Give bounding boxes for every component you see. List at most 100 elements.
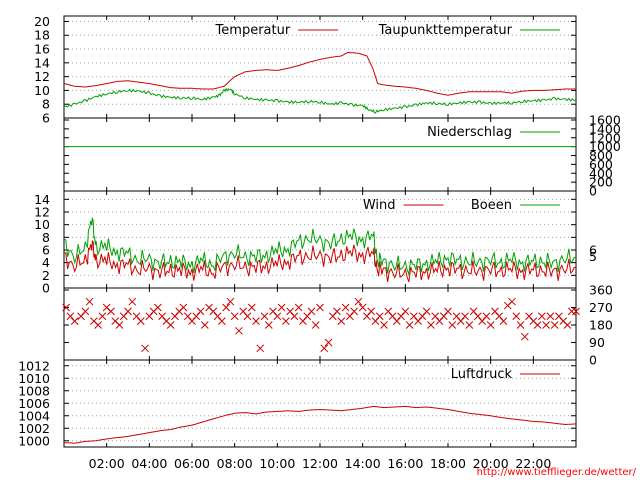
direction-marker <box>520 332 529 341</box>
direction-marker <box>290 312 299 321</box>
legend-label: Temperatur <box>215 23 291 38</box>
y-tick-label: 14 <box>34 55 50 70</box>
direction-marker <box>107 307 115 316</box>
direction-marker <box>166 321 175 329</box>
y-tick-label: 1004 <box>18 408 50 423</box>
direction-marker <box>563 321 572 329</box>
direction-marker <box>512 312 521 321</box>
y-tick-label: 8 <box>42 230 50 245</box>
y-tick-label: 10 <box>34 217 50 232</box>
direction-marker <box>62 303 70 312</box>
direction-marker <box>222 303 230 312</box>
direction-marker <box>375 312 384 321</box>
direction-marker <box>154 303 162 312</box>
direction-marker <box>546 312 555 321</box>
y-tick-label: 1000 <box>18 433 50 448</box>
y-tick-label-right: 180 <box>589 318 613 333</box>
direction-marker <box>508 297 516 306</box>
series-line-temperatur <box>63 51 576 96</box>
direction-marker <box>486 321 495 329</box>
y-tick-label-right: 200 <box>589 175 613 190</box>
y-tick-label: 4 <box>42 255 50 270</box>
direction-marker <box>70 317 79 325</box>
y-tick-label: 6 <box>42 243 50 258</box>
x-tick-label: 02:00 <box>89 456 125 471</box>
direction-marker <box>350 307 358 316</box>
legend-label: Boeen <box>471 198 512 213</box>
direction-marker <box>337 317 346 325</box>
direction-marker <box>98 312 107 321</box>
direction-marker <box>294 303 303 312</box>
direction-marker <box>243 312 252 321</box>
y-tick-label: 1012 <box>18 358 50 373</box>
direction-marker <box>499 317 508 325</box>
direction-marker <box>247 303 256 312</box>
y-tick-label: 1008 <box>18 383 50 398</box>
direction-marker <box>444 307 452 316</box>
legend-label: Niederschlag <box>427 125 512 140</box>
direction-marker <box>448 321 457 329</box>
direction-marker <box>516 321 525 329</box>
direction-marker <box>405 321 414 329</box>
direction-marker <box>427 321 435 329</box>
direction-marker <box>115 321 124 329</box>
direction-marker <box>81 307 90 316</box>
direction-marker <box>85 297 94 306</box>
series-line-taupunkttemperatur <box>63 87 577 114</box>
direction-marker <box>252 317 260 325</box>
y-tick-label-right: 1400 <box>589 121 621 136</box>
direction-marker <box>218 317 226 325</box>
legend-label: Wind <box>363 198 396 213</box>
x-tick-label: 04:00 <box>131 456 167 471</box>
x-tick-label: 10:00 <box>259 456 295 471</box>
x-tick-label: 22:00 <box>515 456 551 471</box>
direction-marker <box>179 303 188 312</box>
direction-marker <box>401 307 410 316</box>
direction-marker <box>422 307 431 316</box>
direction-marker <box>320 344 329 353</box>
y-tick-label: 18 <box>34 28 50 43</box>
y-tick-label: 2 <box>42 268 50 283</box>
direction-marker <box>256 344 265 353</box>
credit-url[interactable]: http://www.tiefflieger.de/wetter/ <box>477 467 637 478</box>
y-tick-label: 6 <box>42 111 50 126</box>
direction-marker <box>307 307 316 316</box>
y-tick-label: 1010 <box>18 371 50 386</box>
direction-marker <box>235 326 243 335</box>
y-tick-label: 14 <box>34 192 50 207</box>
direction-marker <box>533 321 542 329</box>
y-tick-label-right: 1600 <box>589 113 621 128</box>
direction-marker <box>230 312 239 321</box>
series-line-luftdruck <box>63 405 577 444</box>
direction-marker <box>282 317 290 325</box>
direction-marker <box>367 307 376 316</box>
direction-marker <box>226 297 235 306</box>
x-axis: 02:00 04:00 06:00 08:00 10:00 12:00 14:00 16:00… <box>89 456 552 471</box>
x-tick-label: 12:00 <box>302 456 338 471</box>
direction-marker <box>542 321 550 329</box>
direction-marker <box>380 321 388 329</box>
direction-marker <box>482 312 491 321</box>
direction-marker <box>260 312 269 321</box>
chart-panels: 68101214161820TaupunkttemperaturTemperat… <box>18 14 621 448</box>
direction-marker <box>538 312 546 321</box>
y-tick-label-right: 600 <box>589 157 613 172</box>
y-tick-label: 12 <box>34 69 50 84</box>
y-tick-label: 1002 <box>18 421 50 436</box>
y-tick-label-right: 800 <box>589 148 613 163</box>
y-tick-label-right: 400 <box>589 166 613 181</box>
direction-marker <box>311 321 320 329</box>
y-tick-label: 1006 <box>18 396 50 411</box>
direction-marker <box>465 321 474 329</box>
x-tick-label: 06:00 <box>174 456 210 471</box>
y-tick-label-right: 0 <box>589 353 597 368</box>
y-tick-label-right: 360 <box>589 283 613 298</box>
direction-marker <box>136 317 145 325</box>
direction-marker <box>196 307 205 316</box>
direction-marker <box>124 307 132 316</box>
legend-label: Luftdruck <box>451 367 513 382</box>
direction-marker <box>341 303 350 312</box>
series-line-wind <box>63 239 577 283</box>
